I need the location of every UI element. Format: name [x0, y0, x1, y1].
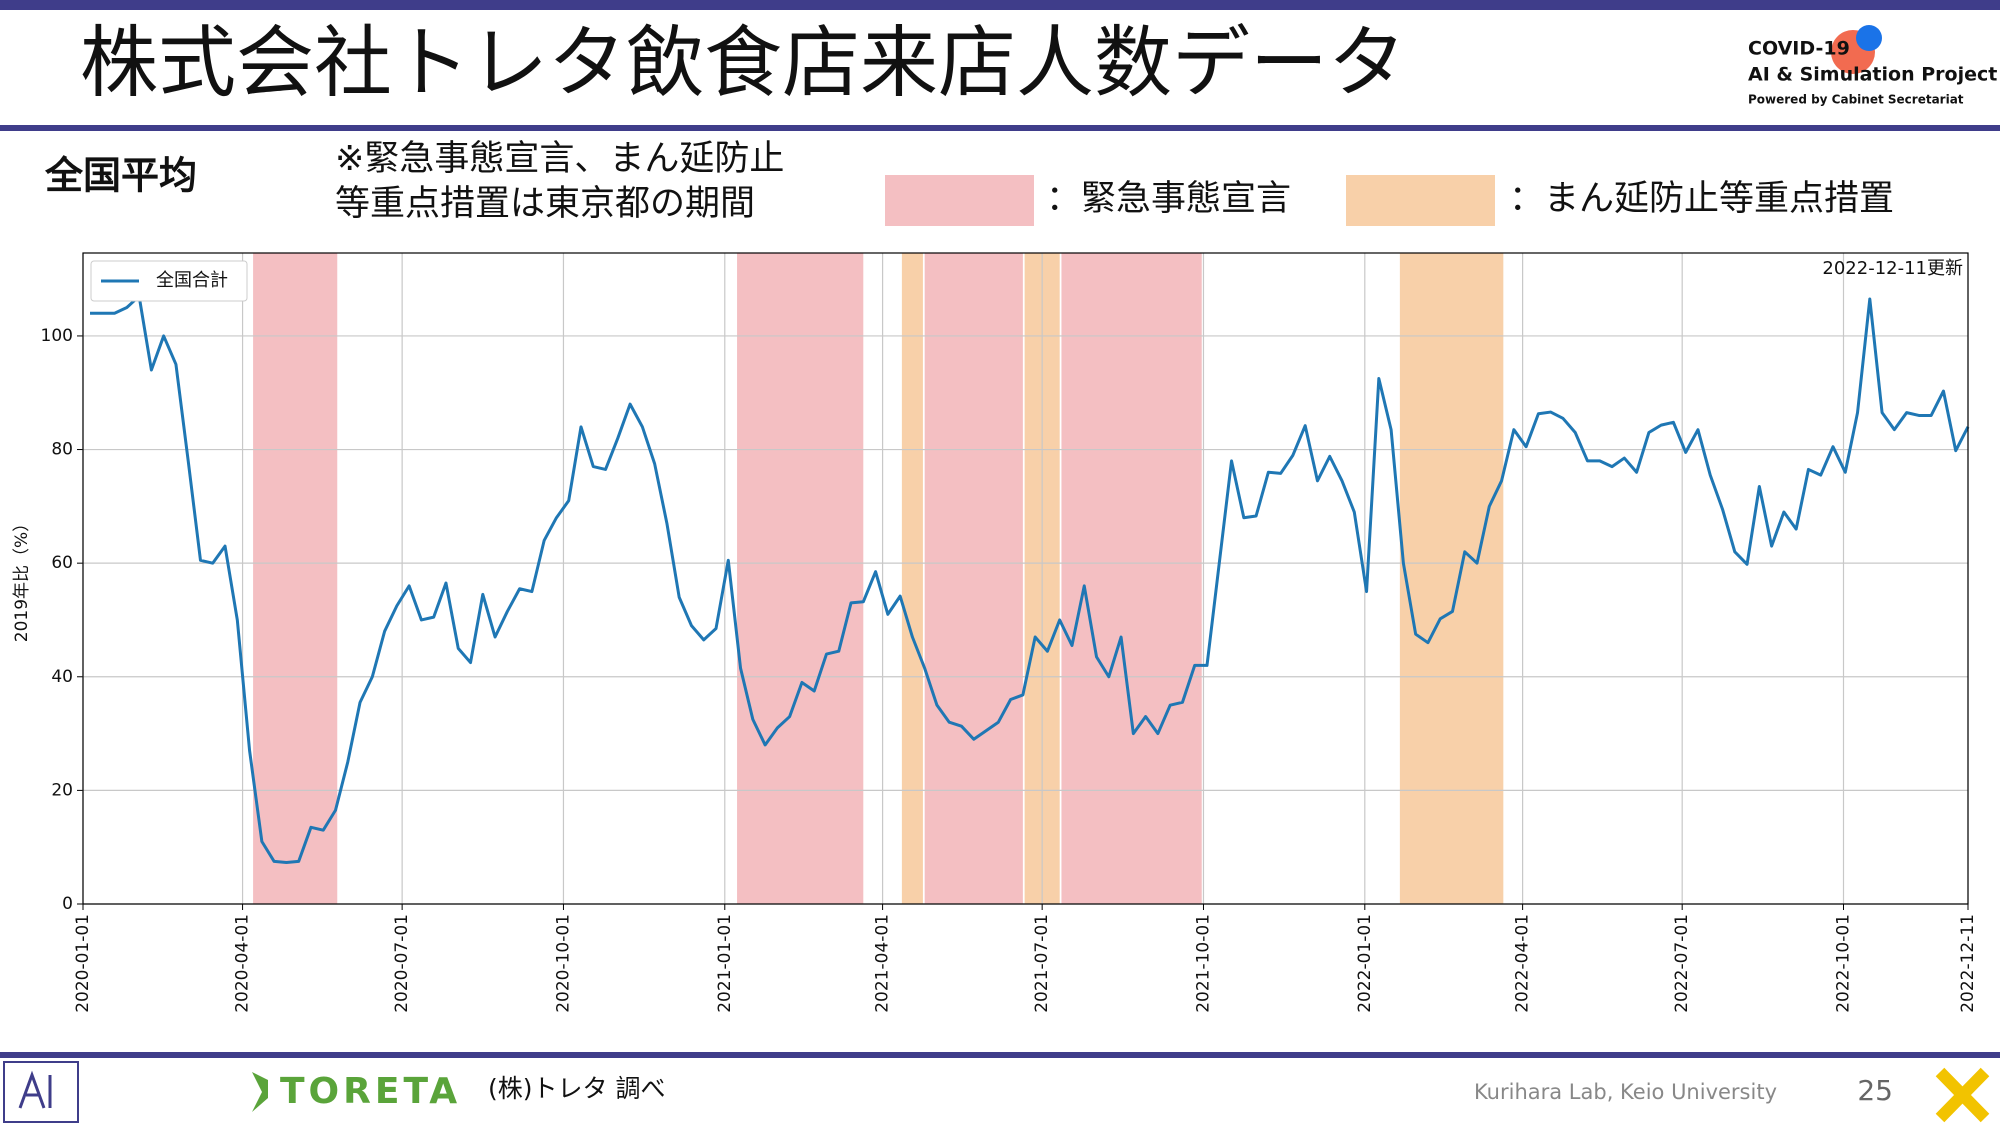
lab-name: Kurihara Lab, Keio University — [1474, 1080, 1777, 1104]
data-line — [90, 294, 1970, 865]
y-tick-label: 0 — [62, 894, 73, 914]
slide-title: 株式会社トレタ飲食店来店人数データ — [80, 18, 1406, 108]
note: 等重点措置は東京都の期間 — [335, 184, 755, 224]
legend-box — [90, 260, 248, 302]
shading-legend-label: ：緊急事態宣言 — [1046, 179, 1291, 219]
logo-dot — [1856, 25, 1882, 51]
x-tick-label: 2022-07-01 — [1672, 914, 1692, 1013]
y-tick-label: 40 — [51, 667, 73, 687]
x-tick-label: 2022-12-11 — [1958, 914, 1978, 1013]
corner-logo — [1935, 1067, 1990, 1123]
period-band — [253, 253, 338, 904]
shading-legend-label: ：まん延防止等重点措置 — [1509, 179, 1894, 219]
source: (株)トレタ 調べ — [488, 1074, 665, 1103]
toreta-logo: TORETA — [280, 1071, 461, 1112]
y-tick-label: 20 — [51, 780, 73, 800]
x-tick-label: 2021-01-01 — [715, 914, 735, 1013]
shading-legend-swatch — [1346, 175, 1495, 226]
period-band — [924, 253, 1023, 904]
note: ※緊急事態宣言、まん延防止 — [335, 139, 784, 179]
plot-frame — [82, 252, 1969, 905]
logo-text: AI & Simulation Project — [1748, 64, 1997, 86]
x-tick-label: 2020-04-01 — [233, 914, 253, 1013]
toreta-icon — [252, 1072, 268, 1112]
period-band — [1399, 253, 1504, 904]
period-band — [901, 253, 923, 904]
legend-label: 全国合計 — [156, 270, 228, 291]
annotation: 2022-12-11更新 — [1822, 258, 1963, 279]
x-tick-label: 2020-07-01 — [392, 914, 412, 1013]
y-tick-label: 80 — [51, 440, 73, 460]
x-tick-label: 2021-04-01 — [873, 914, 893, 1013]
x-tick-label: 2022-04-01 — [1513, 914, 1533, 1013]
x-tick-label: 2020-01-01 — [73, 914, 93, 1013]
x-tick-label: 2021-07-01 — [1032, 914, 1052, 1013]
page-number: 25 — [1857, 1074, 1893, 1107]
period-band — [737, 253, 864, 904]
shading-legend-swatch — [885, 175, 1034, 226]
logo-text: Powered by Cabinet Secretariat — [1748, 93, 1964, 107]
top-bar — [0, 0, 2000, 10]
x-tick-label: 2021-10-01 — [1193, 914, 1213, 1013]
logo-text: COVID-19 — [1748, 38, 1850, 60]
y-tick-label: 100 — [41, 326, 73, 346]
title-rule — [0, 125, 2000, 131]
period-band — [1061, 253, 1202, 904]
lab-logo — [3, 1061, 79, 1123]
section-title: 全国平均 — [44, 154, 197, 198]
x-tick-label: 2020-10-01 — [553, 914, 573, 1013]
x-tick-label: 2022-01-01 — [1355, 914, 1375, 1013]
y-axis-label: 2019年比（%） — [12, 515, 32, 642]
y-tick-label: 60 — [51, 553, 73, 573]
lab-logo-mark — [18, 1070, 52, 1109]
x-tick-label: 2022-10-01 — [1834, 914, 1854, 1013]
footer-rule — [0, 1052, 2000, 1058]
